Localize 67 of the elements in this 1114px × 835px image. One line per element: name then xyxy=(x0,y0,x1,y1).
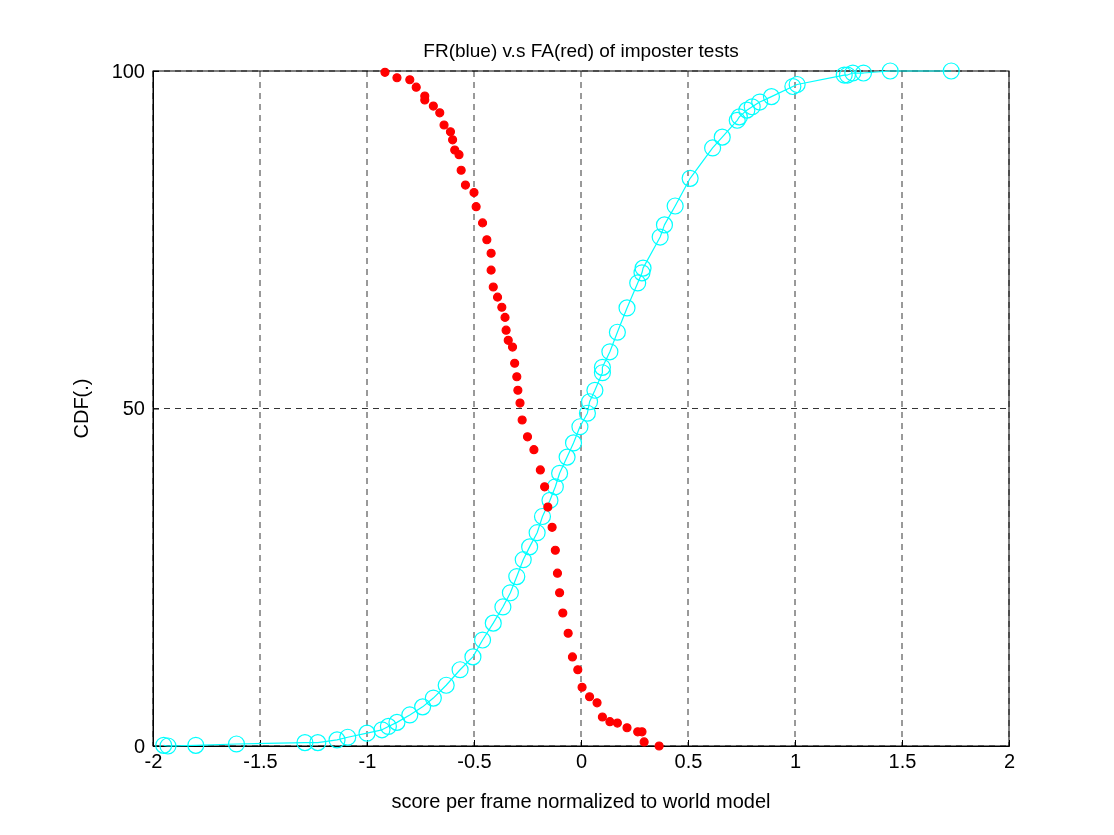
point xyxy=(510,358,520,368)
point xyxy=(577,682,587,692)
point xyxy=(380,67,390,77)
point xyxy=(612,718,622,728)
point xyxy=(605,717,615,727)
point xyxy=(543,502,553,512)
point xyxy=(456,165,466,175)
point xyxy=(547,522,557,532)
point xyxy=(513,385,523,395)
x-tick-label: -1 xyxy=(358,750,377,773)
point xyxy=(584,692,595,702)
point xyxy=(552,568,563,578)
point xyxy=(492,292,503,302)
point xyxy=(535,465,545,475)
point xyxy=(392,73,402,83)
point xyxy=(558,608,568,618)
point xyxy=(507,342,518,352)
point xyxy=(540,482,550,492)
point xyxy=(497,302,507,312)
point xyxy=(622,723,632,733)
point xyxy=(597,712,607,722)
point xyxy=(488,282,498,292)
point xyxy=(435,108,445,118)
point xyxy=(529,445,539,455)
point xyxy=(439,120,449,130)
point xyxy=(445,127,456,137)
point xyxy=(411,82,421,92)
x-tick-label: 1.5 xyxy=(888,750,917,773)
point xyxy=(471,202,481,212)
x-axis-title: score per frame normalized to world model xyxy=(391,790,771,812)
point xyxy=(405,75,415,85)
point xyxy=(567,652,578,662)
point xyxy=(522,432,533,442)
point xyxy=(563,628,573,638)
point xyxy=(428,101,438,111)
point xyxy=(550,545,560,555)
point xyxy=(448,135,458,145)
point xyxy=(460,180,471,190)
point xyxy=(469,187,479,198)
point xyxy=(517,415,527,425)
x-tick-label: 0 xyxy=(575,750,588,773)
x-tick-label: 1 xyxy=(789,750,802,773)
x-tick-label: -0.5 xyxy=(457,750,492,773)
point xyxy=(503,335,513,345)
point xyxy=(500,312,510,322)
x-tick-label: 0.5 xyxy=(674,750,703,773)
point xyxy=(639,737,649,747)
point xyxy=(454,150,464,160)
point xyxy=(592,698,602,708)
x-tick-label: -1.5 xyxy=(243,750,278,773)
point xyxy=(555,588,565,598)
x-tick-label: 2 xyxy=(1003,750,1016,773)
y-tick-label: 50 xyxy=(122,397,145,420)
point xyxy=(573,665,583,675)
point xyxy=(486,265,496,275)
point xyxy=(654,741,664,751)
point xyxy=(477,218,488,228)
point xyxy=(501,325,511,335)
point xyxy=(515,398,525,408)
x-tick-label: -2 xyxy=(144,750,163,773)
point xyxy=(486,248,496,258)
point xyxy=(512,372,522,382)
y-axis-title: CDF(.) xyxy=(70,378,92,439)
y-tick-label: 0 xyxy=(133,734,145,757)
y-tick-label: 100 xyxy=(111,59,145,82)
point xyxy=(482,235,492,245)
chart-title: FR(blue) v.s FA(red) of imposter tests xyxy=(423,40,739,61)
